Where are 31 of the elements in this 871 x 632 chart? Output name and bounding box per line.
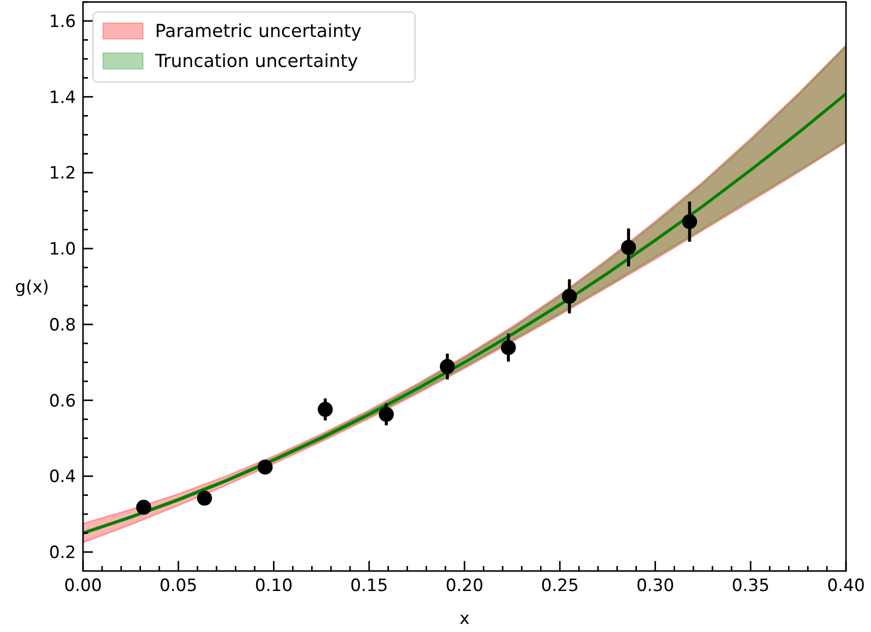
point (682, 214, 698, 230)
legend-label: Parametric uncertainty (155, 21, 362, 42)
point (197, 490, 212, 506)
x-tick-label: 0.30 (636, 576, 674, 596)
point (378, 406, 394, 422)
x-tick-label: 0.10 (254, 576, 293, 596)
x-tick-label: 0.20 (446, 576, 484, 596)
y-tick-label: 1.4 (48, 88, 76, 108)
x-tick-label: 0.25 (540, 576, 579, 596)
point (258, 460, 273, 475)
y-tick-label: 1.2 (48, 164, 76, 184)
x-tick-label: 0.15 (350, 576, 388, 596)
x-tick-label: 0.00 (64, 576, 102, 596)
x-tick-label: 0.40 (827, 576, 865, 596)
y-tick-label: 1.6 (48, 12, 76, 32)
point (318, 402, 333, 417)
point (500, 340, 516, 356)
y-tick-label: 1.0 (48, 240, 76, 260)
point (621, 240, 636, 255)
x-axis-title: x (459, 609, 470, 629)
point (440, 359, 455, 374)
y-tick-label: 0.8 (48, 315, 76, 336)
legend-label: Truncation uncertainty (154, 51, 358, 72)
y-tick-label: 0.2 (48, 543, 76, 564)
x-tick-label: 0.05 (159, 576, 198, 596)
y-tick-label: 0.6 (48, 391, 76, 412)
point (562, 288, 577, 304)
y-axis-title: g(x) (14, 278, 50, 298)
y-tick-label: 0.4 (48, 467, 76, 488)
point (136, 500, 152, 515)
x-tick-label: 0.35 (732, 576, 770, 596)
